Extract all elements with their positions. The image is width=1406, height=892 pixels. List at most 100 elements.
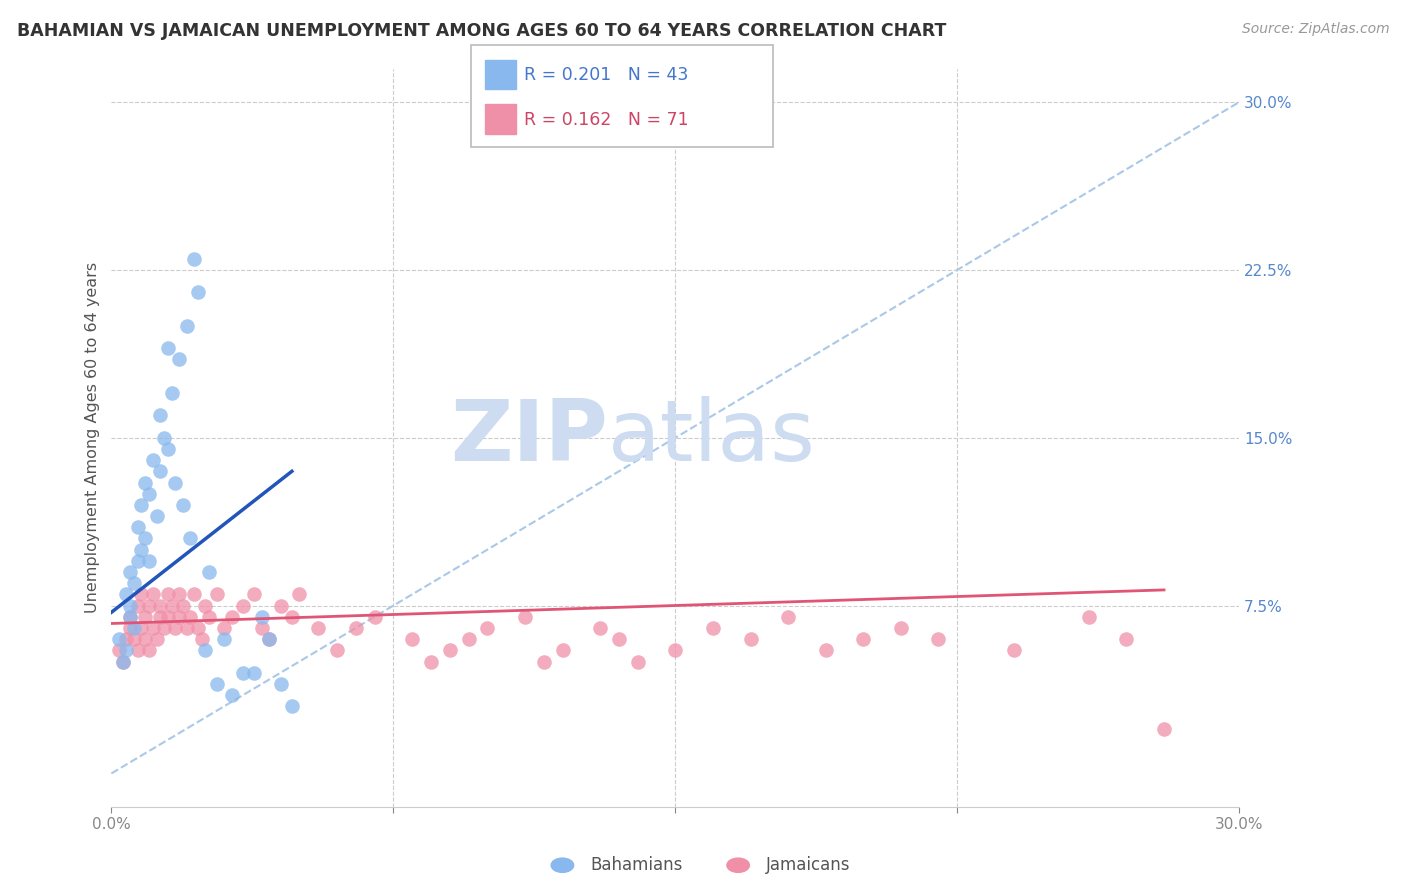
Point (607, 632, 630, 647)
Point (183, 252, 205, 266)
Point (250, 609, 273, 624)
Point (344, 621, 367, 635)
Point (134, 609, 156, 624)
Point (122, 621, 145, 635)
Point (120, 599, 142, 613)
Point (221, 609, 243, 624)
Point (194, 599, 217, 613)
Point (108, 632, 131, 647)
Point (167, 352, 190, 367)
Text: BAHAMIAN VS JAMAICAN UNEMPLOYMENT AMONG AGES 60 TO 64 YEARS CORRELATION CHART: BAHAMIAN VS JAMAICAN UNEMPLOYMENT AMONG … (17, 22, 946, 40)
Point (259, 632, 281, 647)
Point (149, 599, 172, 613)
Point (145, 632, 167, 647)
Point (187, 285, 209, 300)
Point (134, 475, 156, 490)
Point (115, 632, 138, 647)
Point (165, 475, 187, 490)
Point (243, 587, 266, 601)
Point (167, 587, 190, 601)
Point (160, 386, 183, 401)
Point (138, 486, 160, 500)
Point (513, 609, 536, 624)
Point (156, 442, 179, 456)
Point (115, 643, 138, 657)
Point (145, 509, 167, 524)
Point (250, 621, 273, 635)
Point (176, 621, 198, 635)
Point (187, 621, 209, 635)
Point (212, 621, 235, 635)
Point (108, 643, 131, 657)
Point (363, 609, 385, 624)
Point (551, 643, 574, 657)
Point (890, 621, 912, 635)
Point (420, 655, 443, 669)
Point (198, 609, 221, 624)
Point (288, 587, 311, 601)
Point (172, 498, 194, 512)
Point (205, 677, 228, 691)
Point (1115, 632, 1137, 647)
Point (138, 599, 160, 613)
Point (664, 643, 686, 657)
Point (814, 643, 837, 657)
Point (533, 655, 555, 669)
Point (627, 655, 650, 669)
Text: R = 0.162   N = 71: R = 0.162 N = 71 (524, 111, 689, 128)
Point (156, 341, 179, 355)
Point (232, 599, 254, 613)
Point (134, 532, 156, 546)
Point (153, 431, 176, 445)
Point (270, 677, 292, 691)
Point (176, 318, 198, 333)
Point (156, 609, 179, 624)
Point (1153, 722, 1175, 736)
Point (138, 643, 160, 657)
Point (138, 554, 160, 568)
Point (122, 632, 145, 647)
Point (179, 532, 201, 546)
Point (149, 464, 172, 478)
Point (120, 565, 142, 579)
Point (778, 609, 800, 624)
Point (439, 643, 461, 657)
Point (243, 665, 266, 680)
Point (852, 632, 875, 647)
Point (326, 643, 349, 657)
Point (115, 587, 138, 601)
Y-axis label: Unemployment Among Ages 60 to 64 years: Unemployment Among Ages 60 to 64 years (86, 262, 100, 614)
Point (477, 621, 499, 635)
Point (702, 621, 724, 635)
Point (270, 599, 292, 613)
Point (179, 609, 201, 624)
Point (927, 632, 949, 647)
Point (457, 632, 479, 647)
Point (198, 565, 221, 579)
Point (127, 643, 149, 657)
Point (111, 655, 134, 669)
Point (232, 665, 254, 680)
Point (160, 599, 183, 613)
Point (149, 409, 172, 423)
Point (120, 609, 142, 624)
Point (127, 520, 149, 534)
Point (401, 632, 423, 647)
Text: ZIP: ZIP (450, 396, 607, 479)
Text: Source: ZipAtlas.com: Source: ZipAtlas.com (1241, 22, 1389, 37)
Point (167, 609, 190, 624)
Point (156, 587, 179, 601)
Point (142, 587, 165, 601)
Point (149, 609, 172, 624)
Point (589, 621, 612, 635)
Point (122, 576, 145, 591)
Point (142, 621, 165, 635)
Text: Jamaicans: Jamaicans (766, 856, 851, 874)
Point (127, 599, 149, 613)
Point (212, 632, 235, 647)
Point (172, 599, 194, 613)
Point (131, 498, 153, 512)
Text: atlas: atlas (607, 396, 815, 479)
Point (259, 632, 281, 647)
Point (190, 632, 212, 647)
